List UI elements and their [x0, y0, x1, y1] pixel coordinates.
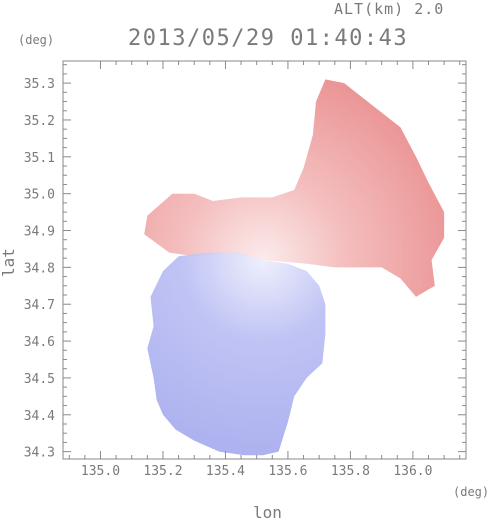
axis-ticks: 135.0 135.2 135.4 135.6 135.8 136.0 34.3 34.4 34…	[24, 61, 466, 479]
x-tick-label: 136.0	[393, 464, 432, 479]
velocity-regions	[144, 79, 445, 456]
y-tick-label: 34.5	[24, 372, 55, 387]
y-axis-unit: (deg)	[18, 33, 55, 47]
chart-title: 2013/05/29 01:40:43	[128, 26, 409, 51]
positive-velocity-region	[144, 79, 445, 297]
y-tick-label: 34.3	[24, 446, 55, 461]
negative-velocity-region	[147, 252, 326, 456]
y-tick-label: 34.8	[24, 261, 55, 276]
x-axis-unit: (deg)	[453, 485, 490, 499]
y-tick-label: 35.3	[24, 77, 55, 92]
x-tick-label: 135.0	[81, 464, 120, 479]
y-tick-label: 35.0	[24, 188, 55, 203]
x-tick-label: 135.4	[206, 464, 245, 479]
y-tick-label: 34.7	[24, 298, 55, 313]
y-tick-label: 34.6	[24, 335, 55, 350]
y-tick-label: 35.1	[24, 151, 55, 166]
x-axis-label: lon	[253, 503, 282, 522]
y-tick-label: 35.2	[24, 114, 55, 129]
x-tick-label: 135.6	[268, 464, 307, 479]
plot-frame	[62, 60, 467, 460]
altitude-label: ALT(km) 2.0	[334, 0, 445, 18]
y-tick-label: 34.9	[24, 225, 55, 240]
y-tick-label: 34.4	[24, 409, 55, 424]
x-tick-label: 135.8	[331, 464, 370, 479]
x-tick-label: 135.2	[143, 464, 182, 479]
